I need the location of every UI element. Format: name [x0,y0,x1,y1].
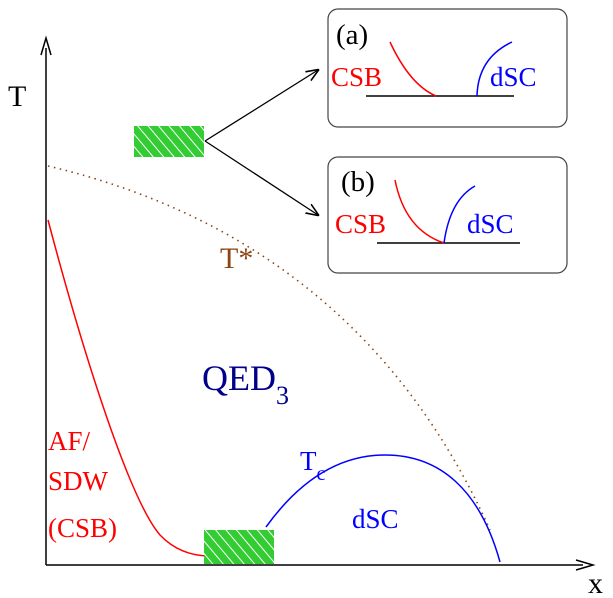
inset-b-tag: (b) [341,166,375,198]
hatched-region-main [204,530,274,564]
qed-label: QED3 [202,358,289,410]
inset-b-dsc-label: dSC [467,209,514,239]
inset-a-dsc-label: dSC [490,62,537,92]
inset-b-csb-curve [394,179,445,244]
afm-label-line2: SDW [48,466,109,496]
inset-a-csb-curve [389,41,437,97]
inset-b-dsc-curve [443,185,476,244]
y-axis-label: T [8,80,26,113]
tc-label-subscript: c [317,463,326,485]
inset-a-csb-label: CSB [331,62,382,92]
inset-b-csb-label: CSB [335,209,386,239]
x-axis-label: x [588,567,603,593]
qed-label-main: QED [202,358,276,398]
qed-label-subscript: 3 [276,381,289,410]
dsc-label: dSC [352,504,399,534]
y-axis-arrow-icon [40,35,52,56]
tc-label: Tc [300,446,326,485]
afm-boundary-line [47,219,211,557]
inset-b: (b) CSB dSC [327,156,568,274]
tc-label-main: T [300,446,317,476]
inset-a-tag: (a) [336,19,368,51]
inset-a: (a) CSB dSC [327,8,568,128]
arrow-to-inset-a [204,70,318,142]
tstar-label: T* [220,242,253,275]
inset-a-frame [327,8,568,128]
afm-label-line3: (CSB) [48,513,117,543]
hatched-region-zoom [134,126,204,157]
afm-label-line1: AF/ [48,426,91,456]
inset-b-frame [327,156,568,274]
inset-a-dsc-curve [476,41,513,97]
arrow-to-inset-b [204,140,318,215]
x-axis-arrow-icon [575,559,596,571]
dsc-dome-line [265,454,501,563]
